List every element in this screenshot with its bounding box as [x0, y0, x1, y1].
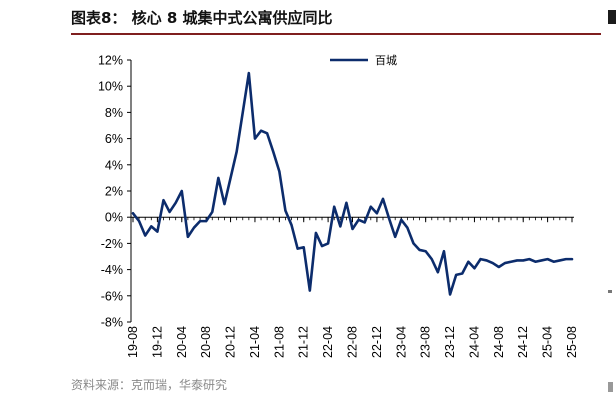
y-tick-label: 4% — [105, 158, 123, 172]
y-tick-label: -2% — [101, 237, 123, 251]
y-tick-label: -4% — [101, 263, 123, 277]
adjacent-panel-edge-bottom — [608, 382, 613, 392]
x-tick-label: 22-12 — [370, 326, 384, 358]
x-tick-label: 21-04 — [248, 326, 262, 358]
x-tick-label: 23-08 — [419, 326, 433, 358]
y-tick-label: 2% — [105, 185, 123, 199]
x-tick-label: 22-04 — [321, 326, 335, 358]
x-tick-label: 23-04 — [394, 326, 408, 358]
adjacent-panel-edge-mark — [608, 290, 612, 293]
x-tick-label: 19-12 — [150, 326, 164, 358]
legend-label: 百城 — [375, 54, 397, 67]
x-tick-label: 25-08 — [565, 326, 579, 358]
title-bar: 图表8： 核心 8 城集中式公寓供应同比 — [71, 0, 601, 35]
y-tick-label: 10% — [98, 80, 123, 94]
chart-title: 图表8： 核心 8 城集中式公寓供应同比 — [71, 9, 333, 27]
x-tick-label: 25-04 — [541, 326, 555, 358]
source-note: 资料来源：克而瑞，华泰研究 — [71, 378, 228, 392]
y-tick-label: -6% — [101, 289, 123, 303]
x-tick-label: 22-08 — [346, 326, 360, 358]
x-tick-label: 24-12 — [516, 326, 530, 358]
y-tick-label: 0% — [105, 211, 123, 225]
y-tick-label: 8% — [105, 106, 123, 120]
x-tick-label: 20-04 — [175, 326, 189, 358]
x-tick-label: 24-04 — [467, 326, 481, 358]
y-tick-label: 12% — [98, 54, 123, 68]
x-tick-label: 19-08 — [126, 326, 140, 358]
x-tick-label: 21-12 — [297, 326, 311, 358]
series-line-baicheng — [131, 71, 574, 296]
x-tick-label: 23-12 — [443, 326, 457, 358]
x-tick-label: 20-12 — [224, 326, 238, 358]
x-tick-label: 20-08 — [199, 326, 213, 358]
y-tick-label: -8% — [101, 316, 123, 330]
x-tick-label: 24-08 — [492, 326, 506, 358]
y-tick-label: 6% — [105, 132, 123, 146]
x-tick-label: 21-08 — [272, 326, 286, 358]
adjacent-panel-edge — [608, 10, 616, 24]
